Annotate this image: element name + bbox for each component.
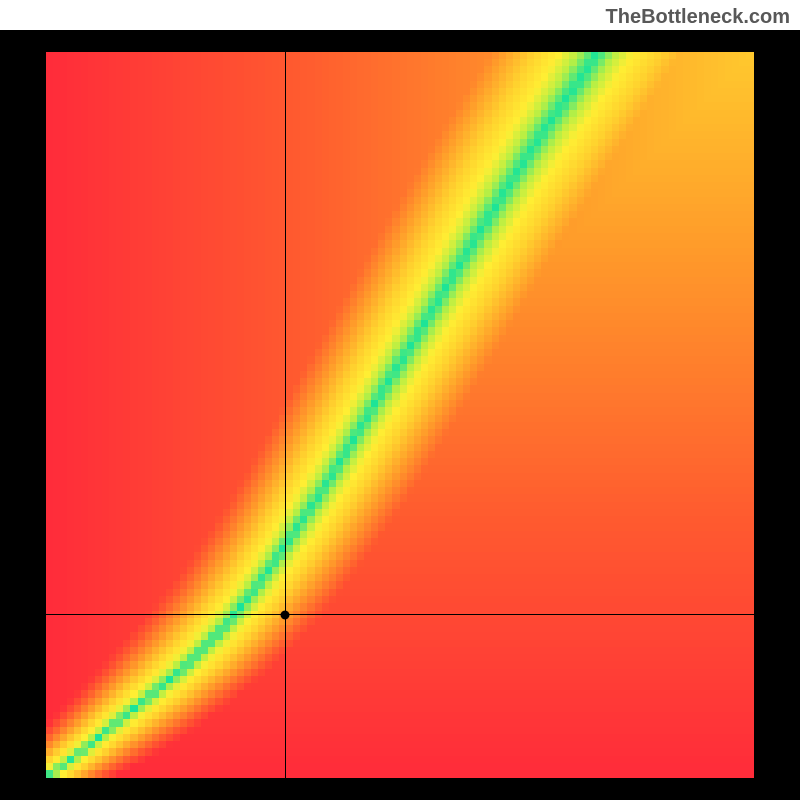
crosshair-vertical bbox=[285, 52, 286, 778]
frame-left bbox=[0, 30, 46, 800]
frame-right bbox=[754, 30, 800, 800]
crosshair-horizontal bbox=[46, 614, 754, 615]
frame-top bbox=[0, 30, 800, 52]
bottleneck-heatmap bbox=[46, 52, 754, 778]
crosshair-marker bbox=[281, 610, 290, 619]
watermark-text: TheBottleneck.com bbox=[606, 6, 790, 29]
frame-bottom bbox=[0, 778, 800, 800]
